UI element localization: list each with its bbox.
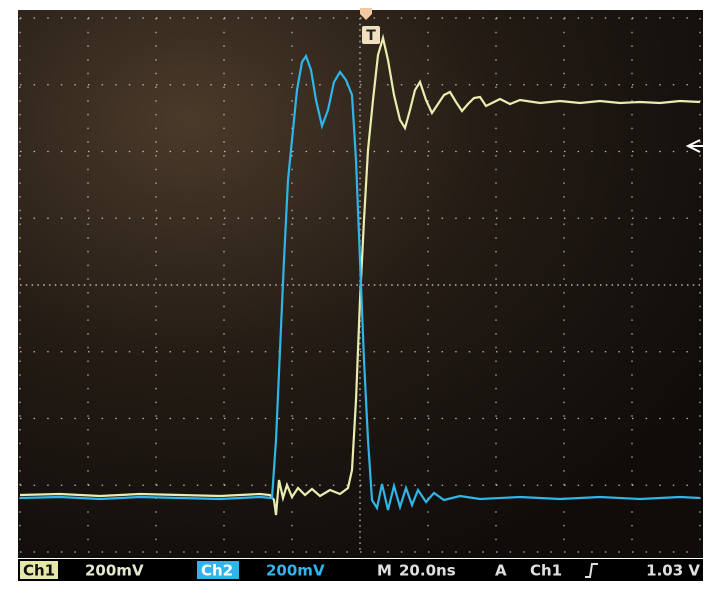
timebase-label: M [377, 562, 392, 580]
ch2-label: Ch2 [201, 562, 233, 580]
trigger-source: Ch1 [530, 562, 562, 580]
ch2-scale: 200mV [266, 562, 325, 580]
ch1-label: Ch1 [23, 562, 55, 580]
trigger-position-marker [360, 8, 372, 20]
graticule [19, 17, 701, 553]
status-bar [18, 559, 703, 581]
ch2-badge [197, 561, 239, 579]
trigger-level-marker [685, 139, 703, 153]
ch1-scale: 200mV [85, 562, 144, 580]
trigger-label: A [495, 562, 507, 580]
timebase: 20.0ns [399, 562, 456, 580]
ch2-trace [19, 53, 701, 511]
ch1-trace [19, 33, 701, 516]
ch1-badge [20, 561, 58, 579]
trigger-badge [362, 26, 380, 44]
trigger-badge-label: T [366, 28, 376, 44]
trigger-slope-icon [585, 563, 598, 578]
trigger-level: 1.03 V [646, 562, 700, 580]
